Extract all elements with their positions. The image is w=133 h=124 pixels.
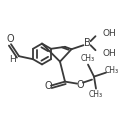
Text: O: O [76, 80, 84, 90]
Text: CH₃: CH₃ [81, 54, 95, 63]
Text: OH: OH [103, 49, 116, 58]
Text: CH₃: CH₃ [105, 66, 119, 75]
Text: O: O [44, 81, 52, 91]
Text: OH: OH [103, 29, 116, 38]
Text: B: B [84, 38, 91, 48]
Text: O: O [6, 34, 14, 44]
Text: CH₃: CH₃ [89, 90, 103, 99]
Text: H: H [10, 55, 16, 64]
